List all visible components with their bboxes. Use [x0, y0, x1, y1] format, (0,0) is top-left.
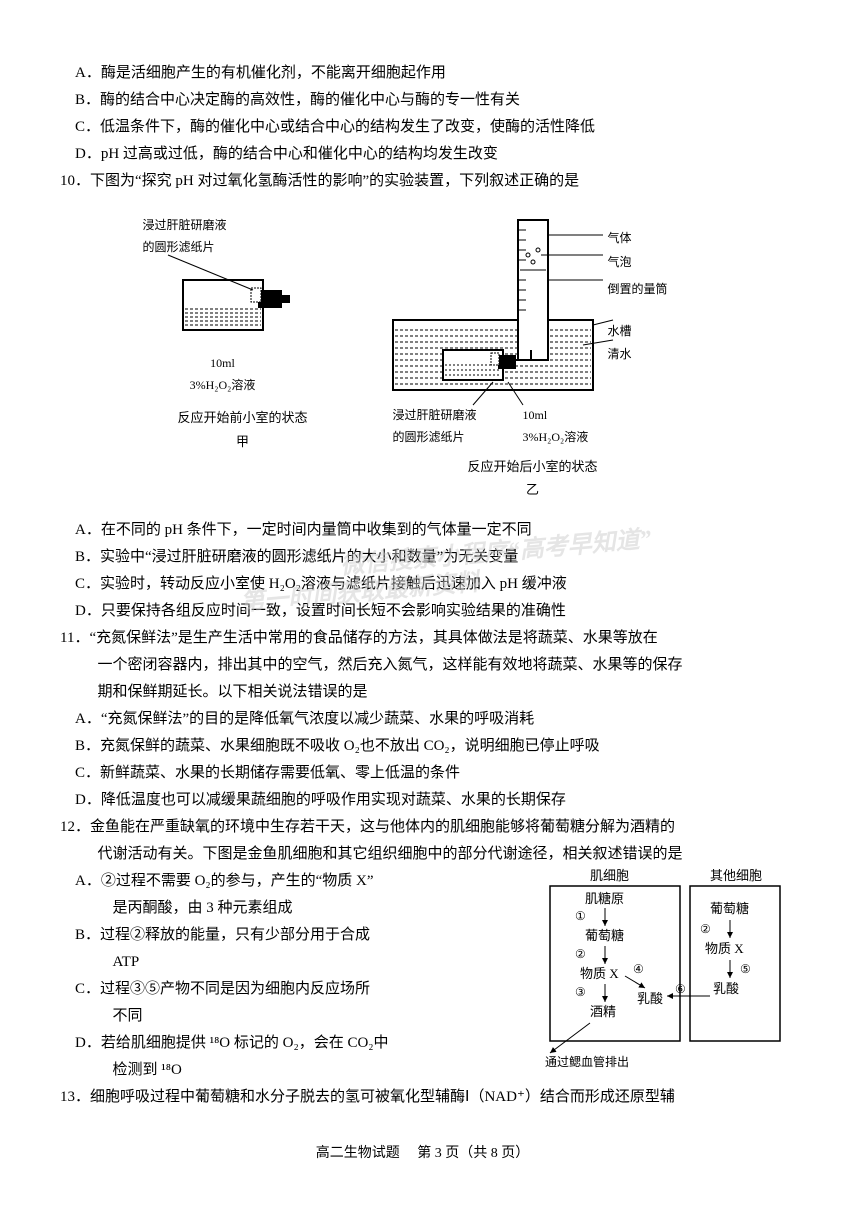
svg-text:乳酸: 乳酸: [713, 981, 739, 996]
q10-fig-left-caption: 反应开始前小室的状态 甲: [163, 406, 323, 453]
q11-optB: B．充氮保鲜的蔬菜、水果细胞既不吸收 O₂也不放出 CO₂，说明细胞已停止呼吸: [60, 733, 785, 760]
svg-text:通过鳃血管排出: 通过鳃血管排出: [545, 1054, 629, 1068]
q12-diagram: 肌细胞 其他细胞 肌糖原 ① 葡萄糖 ② 物质 X ③ 酒精 ④ 乳酸 葡萄糖 …: [545, 868, 785, 1084]
left-label1: 浸过肝脏研磨液: [143, 215, 253, 237]
q11-num: 11．: [60, 630, 89, 646]
q9-optC: C．低温条件下，酶的催化中心或结合中心的结构发生了改变，使酶的活性降低: [60, 114, 785, 141]
svg-text:葡萄糖: 葡萄糖: [710, 901, 749, 916]
q11-s1: “充氮保鲜法”是生产生活中常用的食品储存的方法，其具体做法是将蔬菜、水果等放在: [89, 630, 657, 646]
q10-stem: 10．下图为“探究 pH 对过氧化氢酶活性的影响”的实验装置，下列叙述正确的是: [60, 168, 785, 195]
q10-num: 10．: [60, 173, 90, 189]
rbl2: 的圆形滤纸片: [393, 430, 465, 444]
q13-s: 细胞呼吸过程中葡萄糖和水分子脱去的氢可被氧化型辅酶Ⅰ（NAD⁺）结合而形成还原型…: [90, 1089, 675, 1105]
left-caption1: 反应开始前小室的状态: [163, 406, 323, 429]
q13-num: 13．: [60, 1089, 90, 1105]
q12-optB2: ATP: [60, 949, 535, 976]
left-label2: 的圆形滤纸片: [143, 237, 253, 259]
svg-text:其他细胞: 其他细胞: [710, 868, 762, 883]
q12-optA2: 是丙酮酸，由 3 种元素组成: [60, 895, 535, 922]
q12-optC2: 不同: [60, 1003, 535, 1030]
q11-stem2: 一个密闭容器内，排出其中的空气，然后充入氮气，这样能有效地将蔬菜、水果等的保存: [60, 652, 785, 679]
rbl1: 浸过肝脏研磨液: [393, 408, 477, 422]
q12-optD1: D．若给肌细胞提供 ¹⁸O 标记的 O₂，会在 CO₂中: [60, 1030, 535, 1057]
svg-text:⑥: ⑥: [675, 982, 686, 996]
q10-fig-left-label: 浸过肝脏研磨液 的圆形滤纸片: [143, 215, 253, 258]
right-caption2: 乙: [383, 478, 683, 501]
q12-optD2: 检测到 ¹⁸O: [60, 1057, 535, 1084]
q9-optA: A．酶是活细胞产生的有机催化剂，不能离开细胞起作用: [60, 60, 785, 87]
q12-s1: 金鱼能在严重缺氧的环境中生存若干天，这与他体内的肌细胞能够将葡萄糖分解为酒精的: [90, 819, 675, 835]
svg-text:③: ③: [575, 985, 586, 999]
q13-stem: 13．细胞呼吸过程中葡萄糖和水分子脱去的氢可被氧化型辅酶Ⅰ（NAD⁺）结合而形成…: [60, 1084, 785, 1111]
q10-optD: D．只要保持各组反应时间一致，设置时间长短不会影响实验结果的准确性: [60, 598, 785, 625]
footer-page: 第 3 页（共 8 页）: [417, 1146, 529, 1161]
footer-title: 高二生物试题: [316, 1146, 400, 1161]
svg-text:物质 X: 物质 X: [705, 941, 744, 956]
r-l1: 气体: [608, 228, 668, 250]
left-caption2: 甲: [163, 430, 323, 453]
q12-diagram-svg: 肌细胞 其他细胞 肌糖原 ① 葡萄糖 ② 物质 X ③ 酒精 ④ 乳酸 葡萄糖 …: [545, 868, 785, 1068]
q12-optC1: C．过程③⑤产物不同是因为细胞内反应场所: [60, 976, 535, 1003]
q12-stem2: 代谢活动有关。下图是金鱼肌细胞和其它组织细胞中的部分代谢途径，相关叙述错误的是: [60, 841, 785, 868]
rbr2: 3%H₂O₂溶液: [523, 430, 589, 444]
q11-optC: C．新鲜蔬菜、水果的长期储存需要低氧、零上低温的条件: [60, 760, 785, 787]
q11-stem3: 期和保鲜期延长。以下相关说法错误的是: [60, 679, 785, 706]
q12-options: A．②过程不需要 O₂的参与，产生的“物质 X” 是丙酮酸，由 3 种元素组成 …: [60, 868, 535, 1084]
svg-text:②: ②: [700, 922, 711, 936]
r-l4: 水槽: [608, 321, 668, 343]
right-labels: 气体 气泡 倒置的量筒 水槽 清水: [608, 228, 668, 366]
svg-text:肌细胞: 肌细胞: [590, 868, 629, 883]
q10-optC: C．实验时，转动反应小室使 H₂O₂溶液与滤纸片接触后迅速加入 pH 缓冲液: [60, 571, 785, 598]
q11-optA: A．“充氮保鲜法”的目的是降低氧气浓度以减少蔬菜、水果的呼吸消耗: [60, 706, 785, 733]
r-l2: 气泡: [608, 252, 668, 274]
q10-stem-text: 下图为“探究 pH 对过氧化氢酶活性的影响”的实验装置，下列叙述正确的是: [90, 173, 579, 189]
q10-figure: 浸过肝脏研磨液 的圆形滤纸片 10ml 3%H₂O₂溶液 反应开始前小室的状态 …: [60, 210, 785, 502]
left-bottom1: 10ml: [143, 353, 303, 375]
q10-fig-right-caption: 反应开始后小室的状态 乙: [383, 455, 683, 502]
q10-fig-right: 气体 气泡 倒置的量筒 水槽 清水 浸过肝脏研磨液 的圆形滤纸片 10ml 3%…: [383, 210, 683, 502]
q10-fig-left-bottom: 10ml 3%H₂O₂溶液: [143, 353, 303, 396]
svg-text:酒精: 酒精: [590, 1004, 616, 1019]
r-l3: 倒置的量筒: [608, 279, 668, 301]
q10-fig-left: 浸过肝脏研磨液 的圆形滤纸片 10ml 3%H₂O₂溶液 反应开始前小室的状态 …: [163, 210, 323, 502]
svg-text:①: ①: [575, 909, 586, 923]
q10-optA: A．在不同的 pH 条件下，一定时间内量筒中收集到的气体量一定不同: [60, 517, 785, 544]
page-footer: 高二生物试题 第 3 页（共 8 页）: [60, 1141, 785, 1166]
r-l5: 清水: [608, 344, 668, 366]
right-bottom-l: 浸过肝脏研磨液 的圆形滤纸片: [393, 405, 477, 448]
svg-text:乳酸: 乳酸: [637, 991, 663, 1006]
q11-stem1: 11．“充氮保鲜法”是生产生活中常用的食品储存的方法，其具体做法是将蔬菜、水果等…: [60, 625, 785, 652]
q9-optD: D．pH 过高或过低，酶的结合中心和催化中心的结构均发生改变: [60, 141, 785, 168]
svg-text:⑤: ⑤: [740, 962, 751, 976]
q12-stem1: 12．金鱼能在严重缺氧的环境中生存若干天，这与他体内的肌细胞能够将葡萄糖分解为酒…: [60, 814, 785, 841]
q11-optD: D．降低温度也可以减缓果蔬细胞的呼吸作用实现对蔬菜、水果的长期保存: [60, 787, 785, 814]
rbr1: 10ml: [523, 408, 548, 422]
q12-optB1: B．过程②释放的能量，只有少部分用于合成: [60, 922, 535, 949]
q12-num: 12．: [60, 819, 90, 835]
svg-text:④: ④: [633, 962, 644, 976]
svg-text:物质 X: 物质 X: [580, 966, 619, 981]
q12-optA1: A．②过程不需要 O₂的参与，产生的“物质 X”: [60, 868, 535, 895]
right-bottom-r: 10ml 3%H₂O₂溶液: [523, 405, 589, 448]
svg-text:肌糖原: 肌糖原: [585, 891, 624, 906]
right-caption1: 反应开始后小室的状态: [383, 455, 683, 478]
left-bottom2: 3%H₂O₂溶液: [143, 375, 303, 397]
svg-text:②: ②: [575, 947, 586, 961]
svg-text:葡萄糖: 葡萄糖: [585, 928, 624, 943]
q9-optB: B．酶的结合中心决定酶的高效性，酶的催化中心与酶的专一性有关: [60, 87, 785, 114]
q10-optB: B．实验中“浸过肝脏研磨液的圆形滤纸片的大小和数量”为无关变量: [60, 544, 785, 571]
